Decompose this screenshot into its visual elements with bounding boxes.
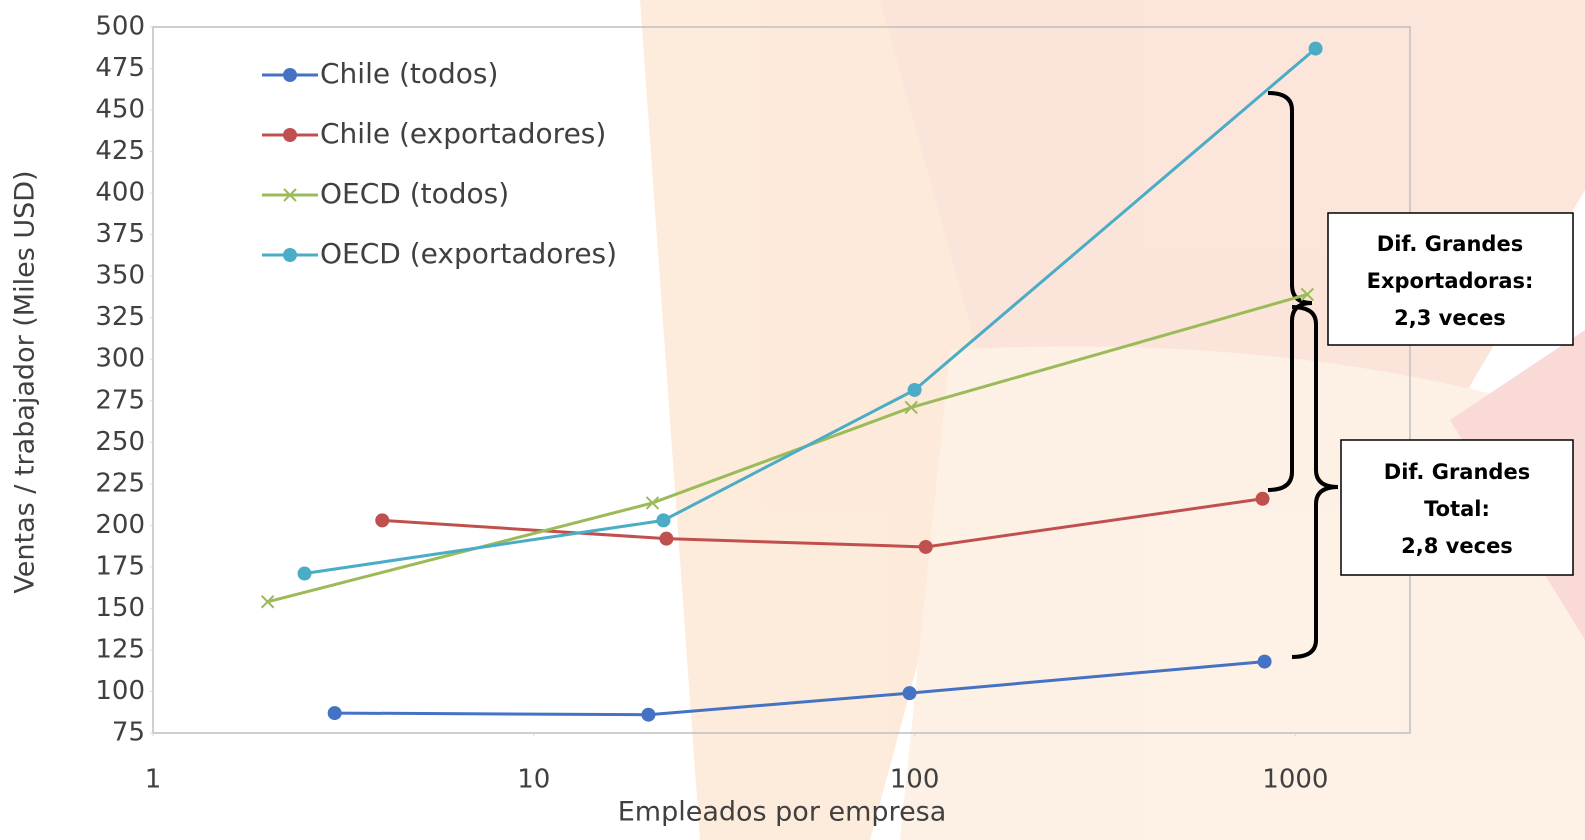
y-tick-label: 100 [95, 676, 145, 706]
legend-label: OECD (todos) [320, 177, 509, 210]
y-tick-label: 75 [112, 718, 145, 748]
annotation-text: 2,8 veces [1401, 534, 1513, 558]
y-axis-title: Ventas / trabajador (Miles USD) [10, 170, 41, 593]
point [656, 513, 671, 528]
point [375, 513, 390, 528]
y-tick-label: 125 [95, 634, 145, 664]
y-tick-label: 300 [95, 344, 145, 374]
legend-label: Chile (exportadores) [320, 117, 606, 150]
x-tick-label: 10 [517, 765, 550, 795]
y-tick-label: 250 [95, 427, 145, 457]
y-tick-label: 375 [95, 219, 145, 249]
y-tick-label: 275 [95, 385, 145, 415]
annotation-box [1340, 439, 1574, 576]
series-line [304, 47, 1317, 576]
y-tick-label: 350 [95, 261, 145, 291]
y-tick-label: 400 [95, 178, 145, 208]
annotation-text: Total: [1424, 497, 1490, 521]
point [1255, 491, 1270, 506]
point [1257, 654, 1272, 669]
background-decoration [640, 0, 1585, 840]
point [904, 400, 918, 415]
annotation-text: Exportadoras: [1367, 269, 1534, 293]
annotation-text: 2,3 veces [1394, 306, 1506, 330]
legend-marker [283, 248, 297, 262]
x-tick-label: 1000 [1262, 765, 1328, 795]
point [645, 496, 660, 510]
y-tick-label: 325 [95, 302, 145, 332]
legend-marker [283, 128, 297, 142]
braces [1267, 91, 1339, 659]
annotation-text: Dif. Grandes [1384, 460, 1530, 484]
annotation-text: Dif. Grandes [1377, 232, 1523, 256]
y-tick-label: 150 [95, 593, 145, 623]
y-tick-label: 475 [95, 53, 145, 83]
point [902, 686, 917, 701]
y-tick-label: 175 [95, 551, 145, 581]
legend-marker [283, 68, 297, 82]
point [297, 566, 312, 581]
point [327, 706, 342, 721]
series-line [382, 497, 1263, 549]
x-axis-title: Empleados por empresa [618, 797, 947, 828]
legend-marker [283, 188, 297, 202]
point [1300, 287, 1315, 302]
x-tick-label: 1 [145, 765, 162, 795]
plot-area [152, 26, 1411, 734]
legend-label: OECD (exportadores) [320, 237, 617, 270]
point [918, 539, 933, 554]
y-tick-label: 225 [95, 468, 145, 498]
legend-label: Chile (todos) [320, 57, 498, 90]
point [659, 531, 674, 546]
y-tick-label: 500 [95, 12, 145, 42]
point [641, 707, 656, 722]
point [1308, 41, 1323, 56]
point [907, 382, 922, 397]
y-tick-label: 425 [95, 136, 145, 166]
y-tick-label: 200 [95, 510, 145, 540]
y-tick-label: 450 [95, 95, 145, 125]
series-line [334, 660, 1265, 717]
series-line [267, 293, 1308, 604]
x-tick-label: 100 [890, 765, 940, 795]
point [260, 595, 275, 609]
annotation-box [1327, 212, 1574, 346]
